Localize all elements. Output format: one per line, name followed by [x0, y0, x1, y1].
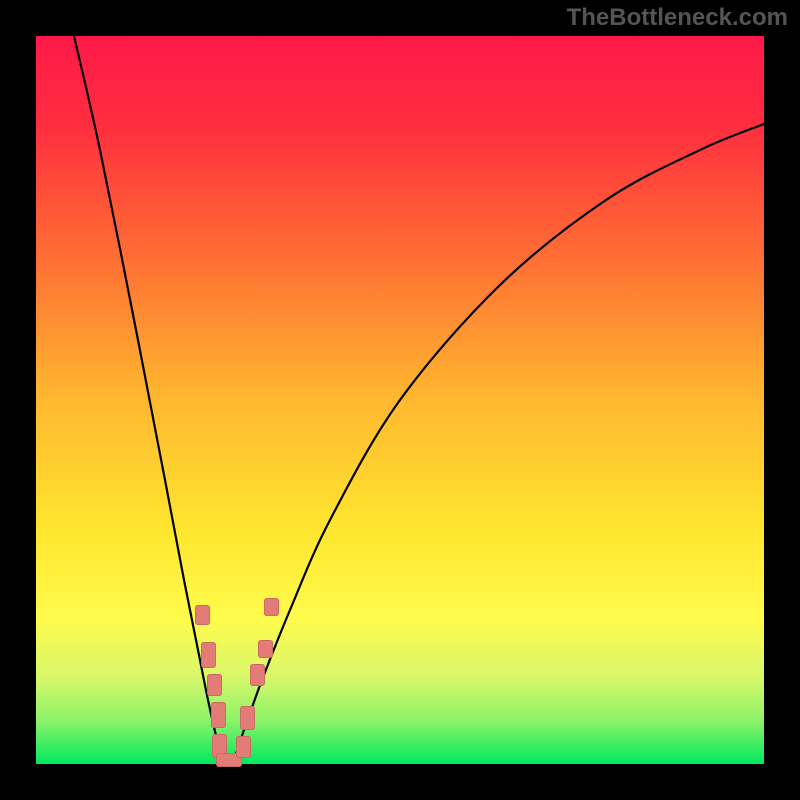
- marker-point: [258, 640, 273, 658]
- marker-point: [195, 605, 210, 625]
- plot-background: [36, 36, 764, 764]
- marker-point: [264, 598, 279, 616]
- marker-point: [211, 702, 226, 728]
- marker-point: [201, 642, 216, 668]
- marker-point: [240, 706, 255, 730]
- marker-point: [236, 736, 251, 758]
- attribution-label: TheBottleneck.com: [567, 4, 788, 32]
- marker-point: [250, 664, 265, 686]
- marker-point: [207, 674, 222, 696]
